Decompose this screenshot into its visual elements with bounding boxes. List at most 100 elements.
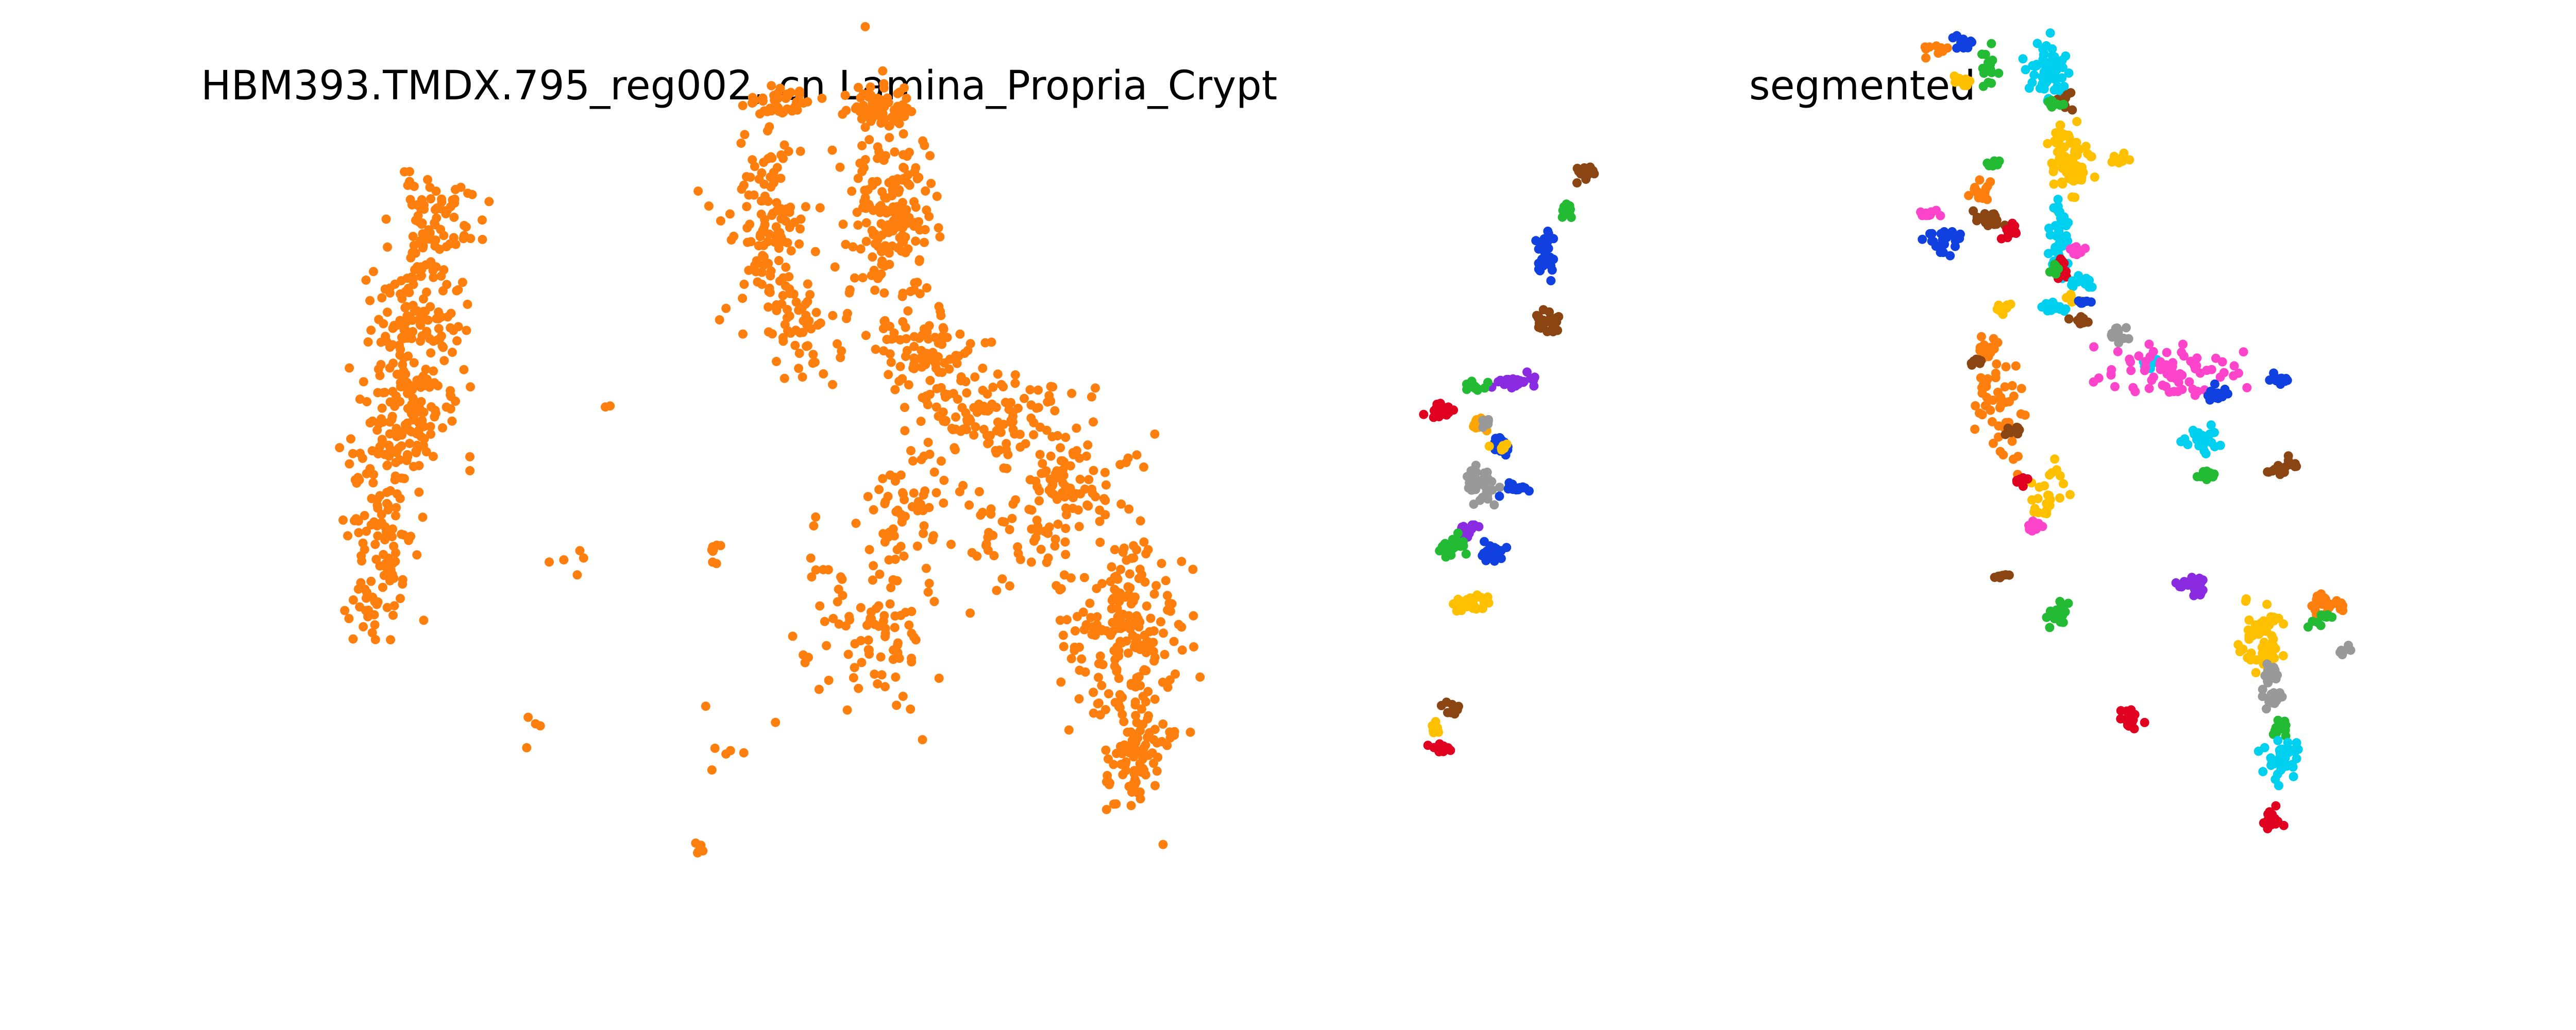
left-point xyxy=(798,328,808,337)
segment-point xyxy=(2018,54,2028,64)
segment-point xyxy=(1967,358,1976,368)
segment-point xyxy=(2064,163,2074,173)
segment-point xyxy=(2194,428,2204,438)
segment-cluster-30 xyxy=(1964,175,1995,204)
left-point xyxy=(452,336,462,346)
segment-point xyxy=(1927,229,1937,238)
segment-point xyxy=(1918,234,1927,244)
left-point xyxy=(890,555,900,564)
left-point xyxy=(451,397,460,406)
left-point xyxy=(1101,480,1111,490)
segment-point xyxy=(1419,409,1429,419)
left-point xyxy=(1115,742,1125,751)
left-point xyxy=(1046,451,1056,461)
left-point xyxy=(376,360,386,369)
left-point xyxy=(836,353,845,363)
left-point xyxy=(397,369,406,379)
segment-point xyxy=(1476,593,1486,603)
segment-point xyxy=(2043,249,2053,259)
segment-cluster-43 xyxy=(2064,312,2093,329)
left-point xyxy=(999,517,1009,527)
left-point xyxy=(1109,799,1118,809)
left-point xyxy=(988,382,998,392)
segment-point xyxy=(1971,401,1980,410)
segment-point xyxy=(2063,218,2073,228)
segment-point xyxy=(1988,343,1997,353)
segment-point xyxy=(2007,381,2017,390)
left-point xyxy=(477,215,487,225)
left-point xyxy=(418,313,428,323)
left-point xyxy=(1115,588,1125,598)
left-point xyxy=(907,107,917,116)
segment-cluster-70 xyxy=(2253,735,2303,791)
segment-point xyxy=(2038,55,2048,64)
left-point xyxy=(522,743,532,752)
left-point xyxy=(1177,557,1187,566)
segment-point xyxy=(1470,384,1480,393)
left-point xyxy=(1035,450,1045,459)
segment-point xyxy=(1963,43,1973,53)
left-point xyxy=(385,288,395,298)
segment-point xyxy=(1987,67,1996,77)
left-point xyxy=(409,358,419,368)
segment-point xyxy=(1562,204,1571,214)
left-point xyxy=(879,192,889,202)
left-point xyxy=(348,595,358,605)
left-point xyxy=(442,242,451,252)
left-point xyxy=(785,311,794,321)
left-point xyxy=(934,411,943,421)
left-point xyxy=(1035,496,1044,506)
left-point xyxy=(876,652,886,662)
left-point xyxy=(767,81,776,91)
left-point xyxy=(1069,450,1078,459)
segment-point xyxy=(1973,187,1982,197)
segment-point xyxy=(1984,78,1993,88)
segment-cluster-68 xyxy=(2258,684,2287,714)
left-point xyxy=(335,443,345,453)
segment-point xyxy=(2323,610,2332,620)
left-point xyxy=(841,106,851,115)
segment-point xyxy=(2067,105,2077,115)
left-point xyxy=(386,635,395,645)
left-point xyxy=(1144,711,1154,720)
left-point xyxy=(1162,741,1172,750)
left-point xyxy=(372,501,382,510)
left-point xyxy=(1067,388,1077,398)
left-point xyxy=(788,631,798,641)
left-point xyxy=(358,453,367,463)
left-point xyxy=(346,434,355,444)
left-point xyxy=(465,452,474,461)
segment-point xyxy=(2064,68,2074,78)
left-point xyxy=(908,456,918,466)
segment-point xyxy=(1461,549,1471,559)
left-point xyxy=(836,572,845,582)
left-point xyxy=(918,735,927,745)
left-point xyxy=(819,565,828,575)
left-point xyxy=(721,303,731,313)
left-cluster-23 xyxy=(707,540,725,569)
segment-point xyxy=(1478,604,1487,613)
segment-point xyxy=(2280,726,2290,735)
segment-point xyxy=(1970,424,1980,434)
left-point xyxy=(999,420,1008,430)
segment-point xyxy=(2162,348,2172,357)
segment-point xyxy=(1977,49,1987,59)
left-point xyxy=(729,231,739,241)
left-point xyxy=(980,338,990,348)
segment-point xyxy=(2004,570,2014,580)
segment-point xyxy=(2107,365,2116,374)
left-point xyxy=(784,147,793,156)
left-point xyxy=(466,234,476,244)
left-point xyxy=(1050,541,1060,551)
segment-point xyxy=(1982,158,1992,168)
segment-point xyxy=(1553,325,1563,335)
left-point xyxy=(965,416,975,425)
left-point xyxy=(395,455,404,465)
left-point xyxy=(414,425,423,435)
left-point xyxy=(850,273,859,283)
segment-point xyxy=(1544,244,1553,253)
segment-point xyxy=(1566,213,1576,222)
segment-point xyxy=(2262,599,2272,609)
